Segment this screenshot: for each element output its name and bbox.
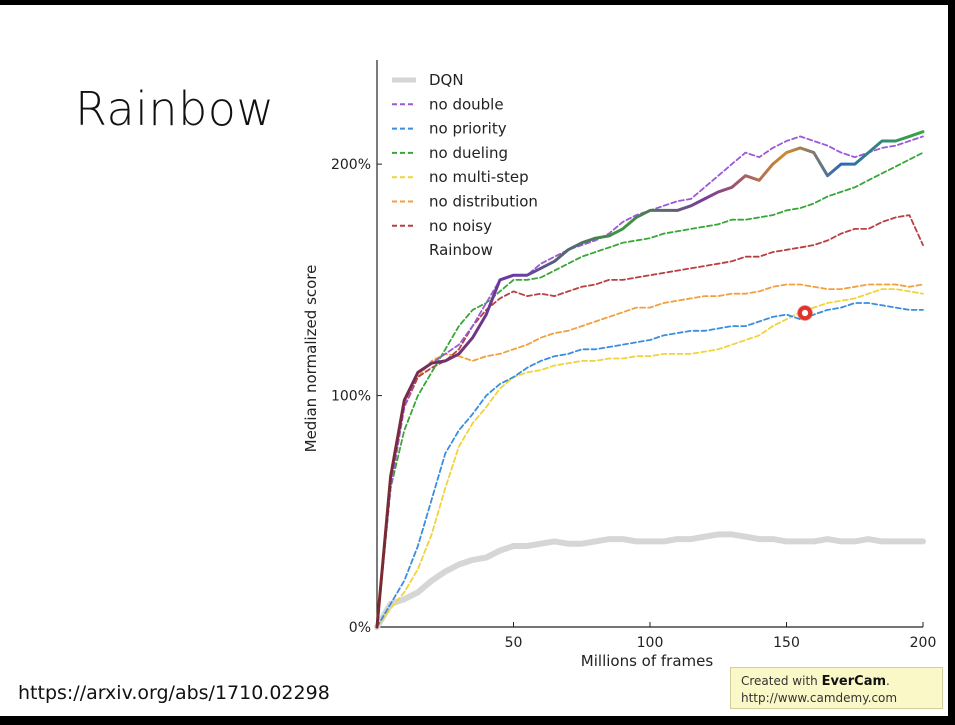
watermark-prefix: Created with: [741, 674, 822, 688]
y-axis-label: Median normalized score: [302, 265, 320, 453]
legend-label: no dueling: [429, 144, 508, 162]
y-tick-label: 0%: [349, 620, 371, 636]
x-tick-label: 50: [505, 635, 523, 651]
watermark-line-1: Created with EverCam.: [741, 673, 942, 690]
legend-label: no noisy: [429, 217, 492, 235]
watermark-brand: EverCam: [821, 674, 887, 689]
frame-bottom-border: [0, 716, 955, 725]
series-line-no-noisy: [376, 214, 924, 628]
legend-label: DQN: [429, 71, 464, 89]
series-line-no-dueling: [376, 151, 924, 628]
series-line-dqn: [374, 531, 926, 630]
series-line-rainbow: [375, 130, 925, 629]
frame-right-border: [948, 0, 955, 725]
x-tick-label: 150: [773, 635, 800, 651]
x-axis-label: Millions of frames: [581, 652, 714, 670]
x-tick-label: 200: [910, 635, 937, 651]
watermark-line-2: http://www.camdemy.com: [741, 691, 898, 705]
y-tick-label: 200%: [331, 157, 371, 173]
x-tick-label: 100: [637, 635, 664, 651]
series-line-no-multi-step: [376, 288, 924, 628]
series-line-no-priority: [376, 302, 924, 628]
legend-label: no distribution: [429, 193, 538, 211]
watermark-suffix: .: [886, 674, 890, 688]
legend-label: no double: [429, 95, 504, 113]
legend-label: no priority: [429, 120, 507, 138]
legend-label: no multi-step: [429, 168, 529, 186]
slide-title: Rainbow: [75, 82, 275, 136]
evercam-watermark: Created with EverCam. http://www.camdemy…: [730, 667, 943, 709]
legend-label: Rainbow: [429, 241, 493, 259]
pointer-highlight: [797, 305, 813, 321]
y-tick-label: 100%: [331, 389, 371, 405]
series-line-no-distribution: [376, 283, 924, 628]
frame-top-border: [0, 0, 955, 5]
reference-link[interactable]: https://arxiv.org/abs/1710.02298: [18, 682, 330, 704]
